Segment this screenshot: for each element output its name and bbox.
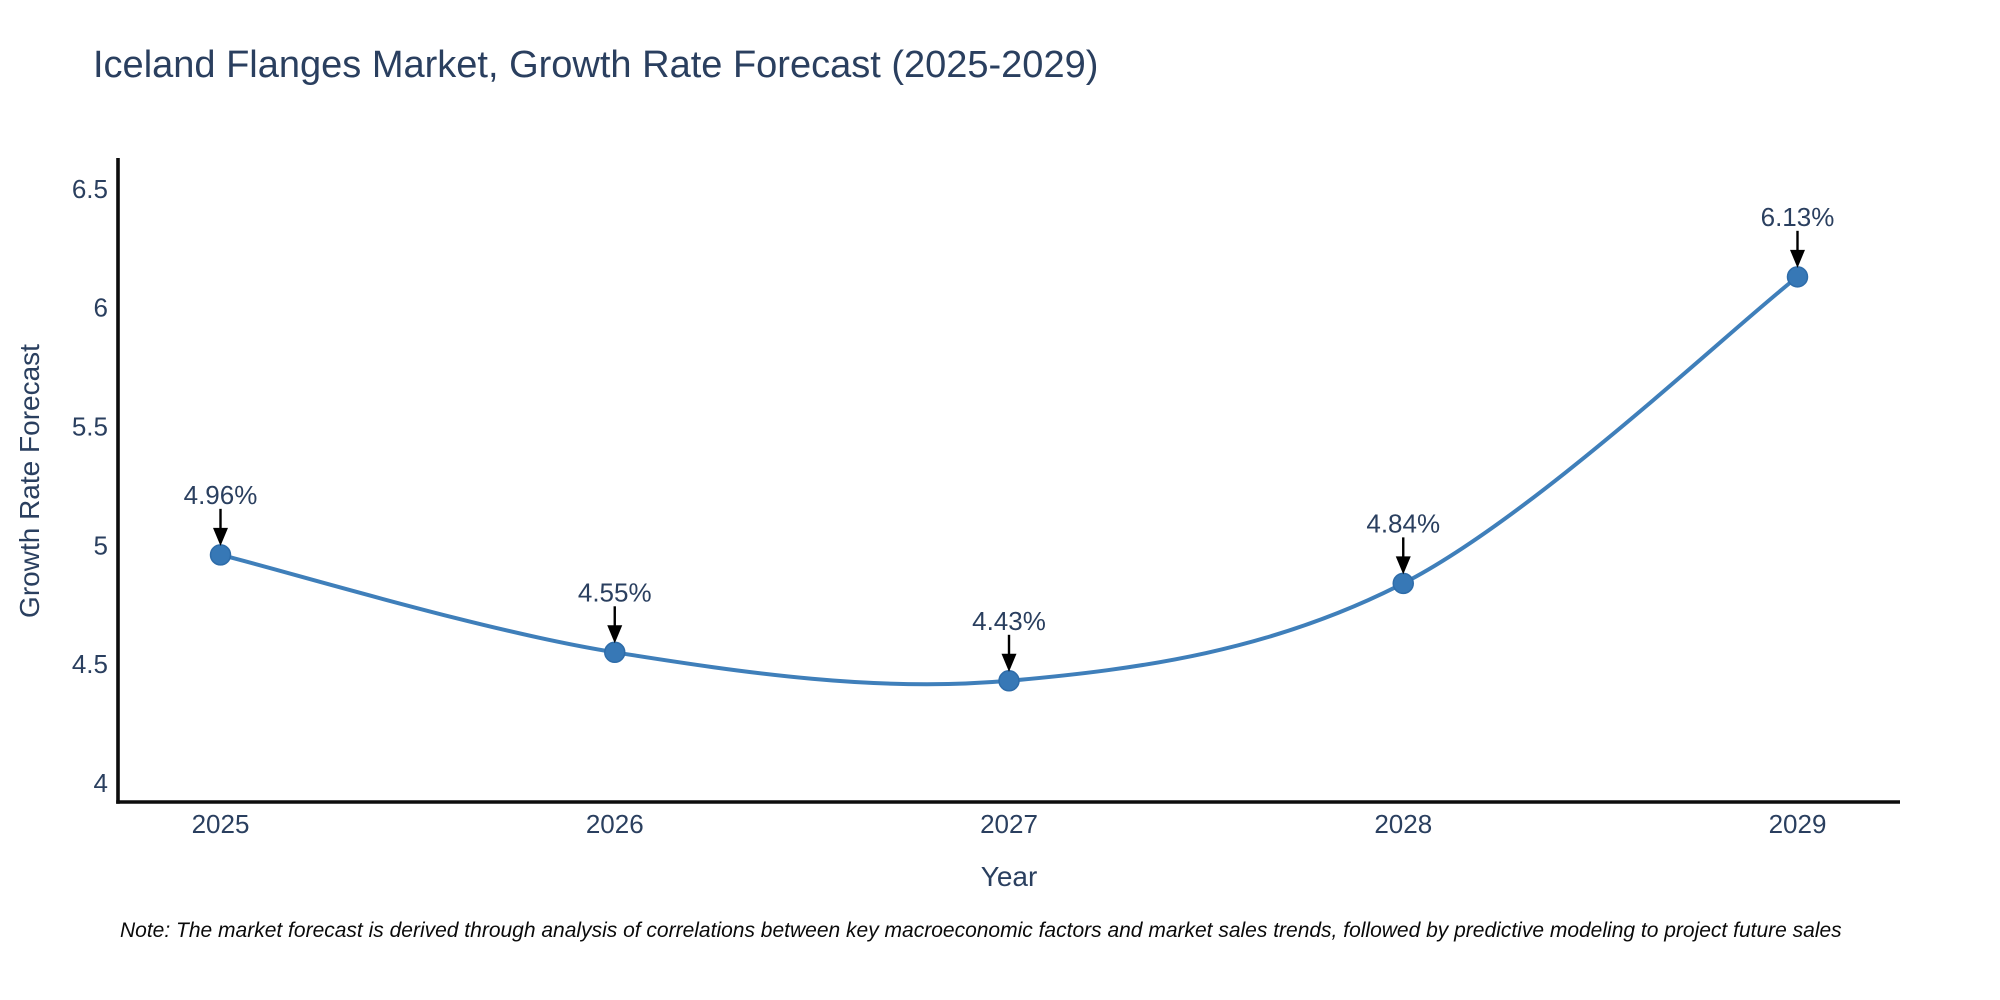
y-tick-label: 4.5: [72, 649, 108, 679]
chart-title: Iceland Flanges Market, Growth Rate Fore…: [93, 44, 1099, 86]
data-point-marker: [209, 544, 232, 566]
x-axis-title: Year: [980, 861, 1038, 892]
data-point-marker: [1786, 266, 1809, 288]
data-point-marker: [998, 670, 1020, 692]
y-tick-label: 6: [94, 293, 108, 323]
y-tick-label: 5: [94, 530, 108, 560]
x-tick-label: 2026: [586, 809, 644, 839]
annotation-arrowhead: [1789, 249, 1805, 268]
annotation-arrowhead: [1001, 653, 1017, 672]
annotation-arrowhead: [213, 527, 229, 546]
point-annotation-label: 4.84%: [1366, 508, 1440, 538]
point-annotation-label: 4.96%: [184, 480, 258, 510]
annotation-arrowhead: [607, 625, 623, 644]
x-tick-label: 2029: [1769, 809, 1827, 839]
y-tick-label: 5.5: [72, 412, 108, 442]
x-tick-label: 2027: [980, 809, 1038, 839]
point-annotation-label: 6.13%: [1761, 202, 1835, 232]
data-point-marker: [1392, 572, 1414, 595]
x-tick-label: 2028: [1374, 809, 1432, 839]
y-tick-label: 4: [94, 768, 108, 798]
x-tick-label: 2025: [192, 809, 250, 839]
point-annotation-label: 4.55%: [578, 577, 652, 607]
y-tick-label: 6.5: [72, 174, 108, 204]
point-annotation-label: 4.43%: [972, 606, 1046, 636]
annotation-arrowhead: [1395, 556, 1411, 575]
data-point-marker: [604, 641, 626, 664]
footnote: Note: The market forecast is derived thr…: [120, 919, 1842, 942]
